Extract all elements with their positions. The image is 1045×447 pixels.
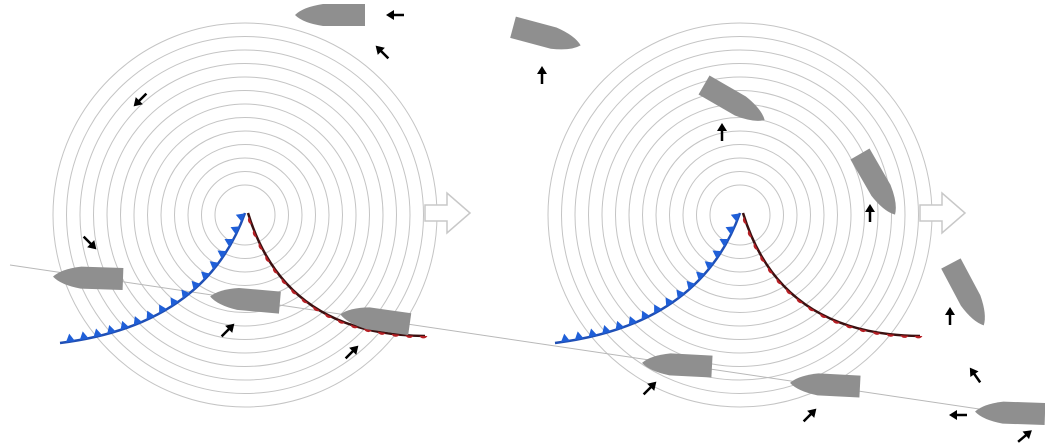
warm-front-bump bbox=[786, 289, 792, 295]
wind-arrows bbox=[80, 10, 1035, 446]
arrow-head bbox=[537, 66, 547, 74]
track-line bbox=[10, 265, 1040, 418]
arrow-head bbox=[717, 123, 727, 131]
arrow-head bbox=[945, 307, 955, 315]
boat bbox=[975, 401, 1045, 425]
boat bbox=[339, 304, 411, 336]
arrow-head bbox=[865, 204, 875, 212]
boat bbox=[699, 75, 771, 129]
warm-front-bump bbox=[282, 278, 288, 284]
warm-front-bump bbox=[405, 335, 413, 338]
boat bbox=[641, 352, 712, 378]
wind-arrow bbox=[1015, 426, 1035, 445]
warm-front-bump bbox=[777, 278, 783, 284]
movement-arrow bbox=[920, 193, 965, 233]
wind-arrow bbox=[386, 10, 404, 20]
movement-arrow bbox=[425, 193, 470, 233]
warm-front-bump bbox=[291, 289, 297, 295]
wind-arrow bbox=[945, 307, 955, 325]
boat bbox=[295, 4, 365, 26]
wind-arrow bbox=[949, 410, 967, 420]
arrow-head bbox=[386, 10, 394, 20]
boat bbox=[53, 266, 124, 290]
isobars bbox=[53, 23, 965, 407]
cold-front bbox=[555, 213, 740, 343]
cold-front-triangle bbox=[66, 334, 75, 343]
wind-arrow bbox=[537, 66, 547, 84]
warm-front-bump bbox=[914, 336, 922, 339]
boat bbox=[510, 17, 583, 56]
warm-front-bump bbox=[900, 335, 908, 338]
wind-arrow bbox=[372, 42, 392, 62]
wind-arrow bbox=[80, 233, 100, 253]
weather-front-diagram bbox=[0, 0, 1045, 447]
wind-arrow bbox=[966, 365, 985, 385]
arrow-head bbox=[949, 410, 957, 420]
warm-front-bump bbox=[419, 336, 427, 339]
wind-arrow bbox=[865, 204, 875, 222]
boat bbox=[789, 372, 860, 398]
cold-front-triangle bbox=[561, 334, 570, 343]
page: {} (() => { const NS = 'http://www.w3.or… bbox=[0, 0, 1045, 447]
wind-arrow bbox=[800, 405, 820, 425]
